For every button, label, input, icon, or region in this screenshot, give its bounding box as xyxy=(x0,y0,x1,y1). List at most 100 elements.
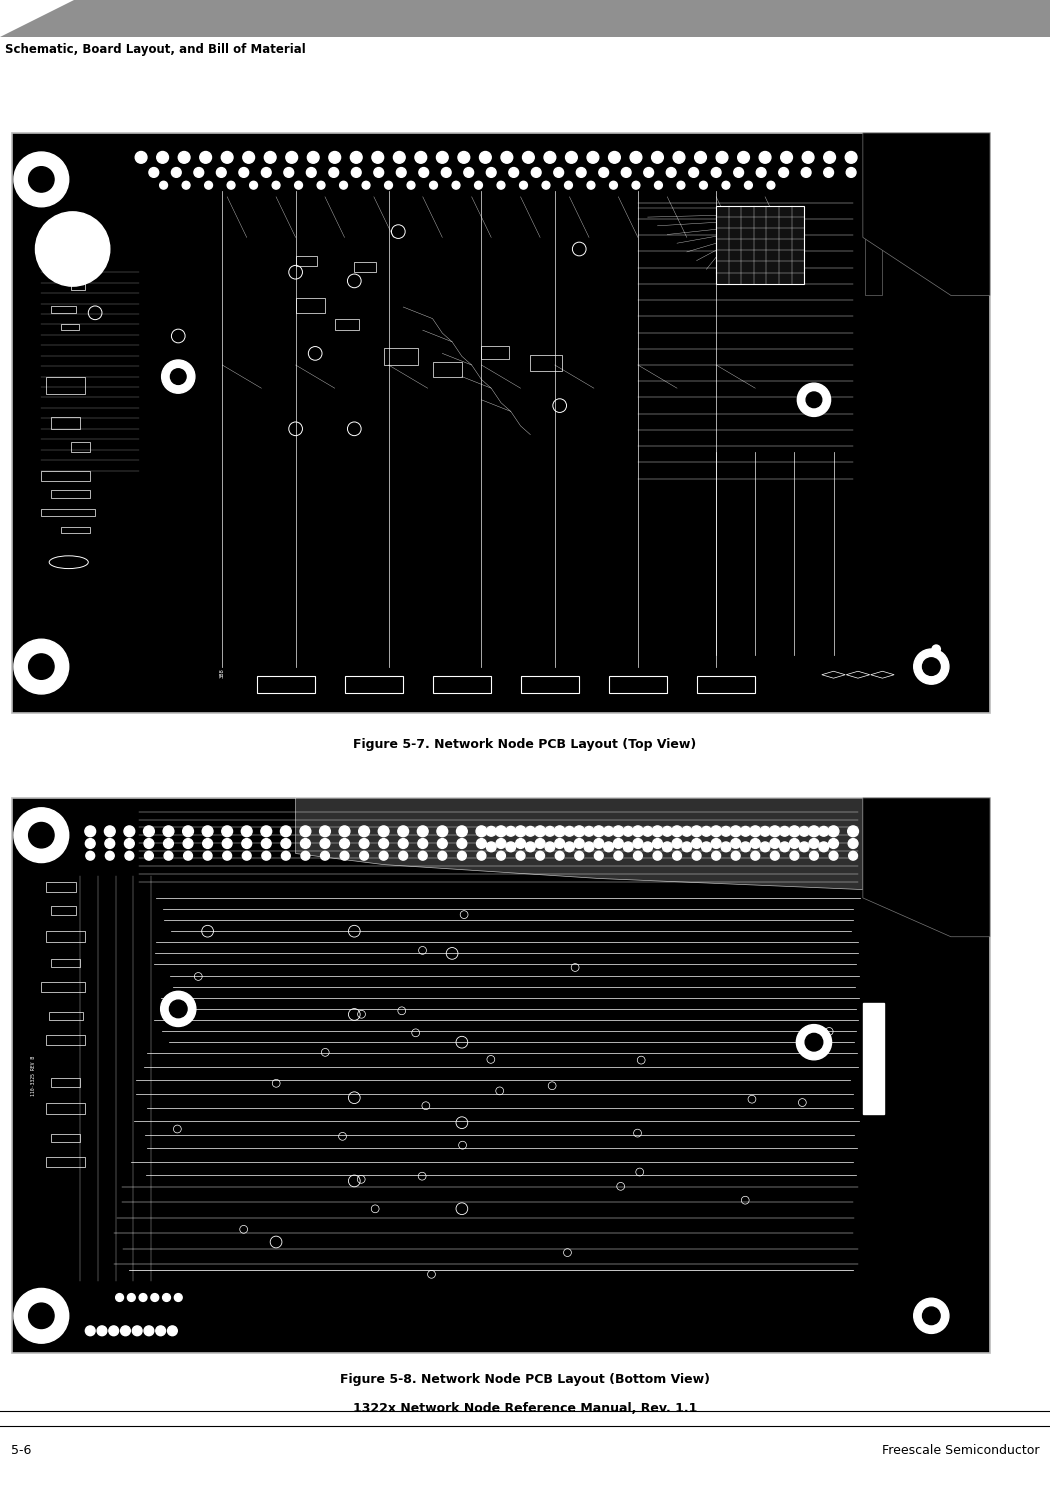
Circle shape xyxy=(496,839,506,848)
Bar xyxy=(49,1012,83,1020)
Circle shape xyxy=(116,1293,124,1302)
Circle shape xyxy=(766,181,775,190)
Text: 388: 388 xyxy=(219,669,225,678)
Circle shape xyxy=(681,827,692,836)
Circle shape xyxy=(183,826,193,836)
Circle shape xyxy=(802,151,814,163)
Circle shape xyxy=(109,1326,119,1336)
Circle shape xyxy=(756,167,766,178)
Bar xyxy=(46,882,76,893)
Circle shape xyxy=(604,842,613,851)
Bar xyxy=(51,490,90,499)
Circle shape xyxy=(265,151,276,163)
Circle shape xyxy=(243,851,251,860)
Bar xyxy=(716,206,804,284)
Bar xyxy=(61,527,90,533)
Circle shape xyxy=(14,1288,68,1344)
Circle shape xyxy=(329,151,340,163)
Bar xyxy=(530,354,562,370)
Circle shape xyxy=(799,842,810,851)
Bar xyxy=(61,324,79,330)
Bar xyxy=(51,306,76,314)
Circle shape xyxy=(721,842,731,851)
Circle shape xyxy=(810,851,818,860)
Circle shape xyxy=(149,167,159,178)
Circle shape xyxy=(819,827,828,836)
Circle shape xyxy=(396,167,406,178)
Circle shape xyxy=(437,151,448,163)
Circle shape xyxy=(509,167,519,178)
Circle shape xyxy=(923,827,940,844)
Bar xyxy=(70,442,90,452)
Circle shape xyxy=(534,826,546,836)
Circle shape xyxy=(542,181,550,190)
Circle shape xyxy=(536,851,545,860)
Circle shape xyxy=(653,839,663,848)
Circle shape xyxy=(750,826,760,836)
Circle shape xyxy=(28,654,54,679)
Circle shape xyxy=(633,851,643,860)
Circle shape xyxy=(643,827,653,836)
Circle shape xyxy=(281,851,290,860)
Circle shape xyxy=(796,1024,832,1060)
Circle shape xyxy=(751,839,760,848)
Circle shape xyxy=(307,167,316,178)
Circle shape xyxy=(379,839,388,848)
Circle shape xyxy=(711,826,721,836)
Bar xyxy=(41,470,90,481)
Circle shape xyxy=(673,151,685,163)
Circle shape xyxy=(613,826,624,836)
Circle shape xyxy=(261,851,271,860)
Circle shape xyxy=(914,818,949,853)
Circle shape xyxy=(574,826,585,836)
Circle shape xyxy=(339,839,350,848)
Circle shape xyxy=(799,827,810,836)
Circle shape xyxy=(300,826,311,836)
Circle shape xyxy=(654,181,663,190)
Circle shape xyxy=(85,826,96,836)
Circle shape xyxy=(280,826,291,836)
Circle shape xyxy=(830,851,838,860)
Bar xyxy=(46,932,85,942)
Circle shape xyxy=(555,851,564,860)
Circle shape xyxy=(790,851,799,860)
Circle shape xyxy=(523,151,534,163)
Circle shape xyxy=(536,839,545,848)
Circle shape xyxy=(731,826,741,836)
Circle shape xyxy=(105,851,114,860)
Circle shape xyxy=(457,839,467,848)
Circle shape xyxy=(554,826,565,836)
Circle shape xyxy=(398,839,408,848)
Circle shape xyxy=(805,1033,823,1051)
Circle shape xyxy=(622,167,631,178)
Circle shape xyxy=(632,826,644,836)
Circle shape xyxy=(721,827,731,836)
Circle shape xyxy=(216,167,226,178)
Circle shape xyxy=(613,839,624,848)
Circle shape xyxy=(673,851,681,860)
Circle shape xyxy=(663,842,672,851)
Bar xyxy=(12,133,990,714)
Circle shape xyxy=(239,167,249,178)
Circle shape xyxy=(170,369,186,384)
Circle shape xyxy=(458,851,466,860)
Circle shape xyxy=(464,167,474,178)
Circle shape xyxy=(339,826,350,836)
Circle shape xyxy=(398,826,408,836)
Text: Figure 5-8. Network Node PCB Layout (Bottom View): Figure 5-8. Network Node PCB Layout (Bot… xyxy=(340,1374,710,1386)
Circle shape xyxy=(819,842,828,851)
Bar xyxy=(344,676,403,693)
Circle shape xyxy=(525,842,536,851)
Circle shape xyxy=(437,826,447,836)
Circle shape xyxy=(801,167,811,178)
Circle shape xyxy=(593,826,604,836)
Circle shape xyxy=(691,826,702,836)
Circle shape xyxy=(496,826,506,836)
Circle shape xyxy=(28,1303,54,1329)
Bar xyxy=(51,906,76,915)
Bar xyxy=(296,255,317,266)
Bar xyxy=(51,263,70,272)
Circle shape xyxy=(643,842,653,851)
Circle shape xyxy=(145,851,153,860)
Polygon shape xyxy=(863,797,990,936)
